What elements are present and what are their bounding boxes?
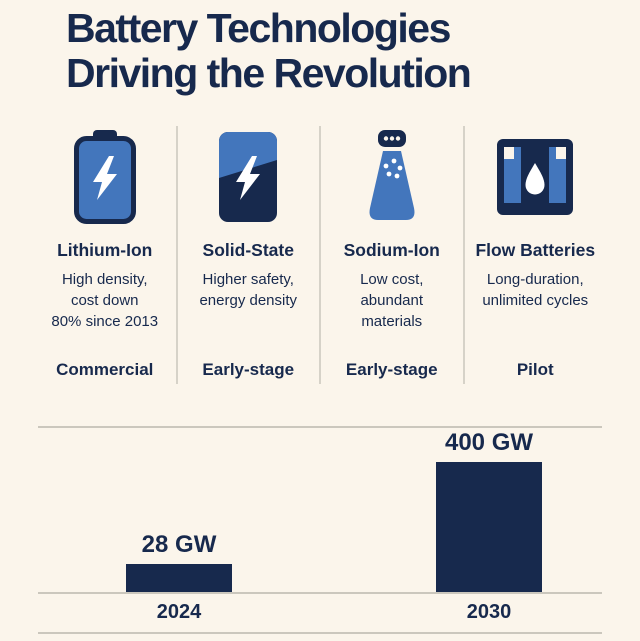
tech-stage: Pilot xyxy=(516,360,554,380)
chart-x-axis: 2024 2030 xyxy=(38,601,602,624)
bottom-divider xyxy=(38,632,602,635)
page-title: Battery Technologies Driving the Revolut… xyxy=(66,5,472,97)
tech-description: Higher safety, energy density xyxy=(199,271,298,309)
bar-2030 xyxy=(436,462,542,593)
technology-columns: Lithium-Ion High density, cost down 80% … xyxy=(34,126,607,385)
tech-stage: Early-stage xyxy=(345,360,438,380)
bar-2024 xyxy=(126,564,232,593)
sodium-salt-shaker-icon xyxy=(361,126,423,228)
bar-group-2024: 28 GW xyxy=(38,428,320,593)
tech-column-solid-state: Solid-State Higher safety, energy densit… xyxy=(175,126,320,385)
tech-description: Long-duration, unlimited cycles xyxy=(482,271,589,309)
tech-column-sodium-ion: Sodium-Ion Low cost, abundant materials … xyxy=(319,126,463,385)
bar-value-label-2024: 28 GW xyxy=(141,531,217,559)
chart-plot-area: 28 GW 400 GW xyxy=(38,428,602,593)
tech-description: Low cost, abundant materials xyxy=(360,271,424,330)
chart-baseline xyxy=(38,592,602,595)
tech-name: Solid-State xyxy=(202,240,294,261)
tech-stage: Early-stage xyxy=(202,360,295,380)
flow-battery-droplet-icon xyxy=(497,126,574,228)
tech-column-flow-batteries: Flow Batteries Long-duration, unlimited … xyxy=(462,126,607,385)
tech-stage: Commercial xyxy=(56,360,154,380)
tech-description: High density, cost down 80% since 2013 xyxy=(51,271,159,330)
chart-top-divider xyxy=(38,426,602,429)
tech-column-lithium-ion: Lithium-Ion High density, cost down 80% … xyxy=(34,126,176,384)
solid-state-cell-bolt-icon xyxy=(219,126,278,228)
x-axis-label-2024: 2024 xyxy=(156,601,202,624)
tech-name: Flow Batteries xyxy=(475,240,596,261)
capacity-bar-chart: 28 GW 400 GW 2024 2030 xyxy=(38,426,602,635)
tech-name: Sodium-Ion xyxy=(343,240,440,261)
bar-group-2030: 400 GW xyxy=(348,428,630,593)
x-axis-label-2030: 2030 xyxy=(466,601,512,624)
lithium-ion-battery-bolt-icon xyxy=(73,126,136,228)
tech-name: Lithium-Ion xyxy=(57,240,153,261)
bar-value-label-2030: 400 GW xyxy=(444,429,534,457)
